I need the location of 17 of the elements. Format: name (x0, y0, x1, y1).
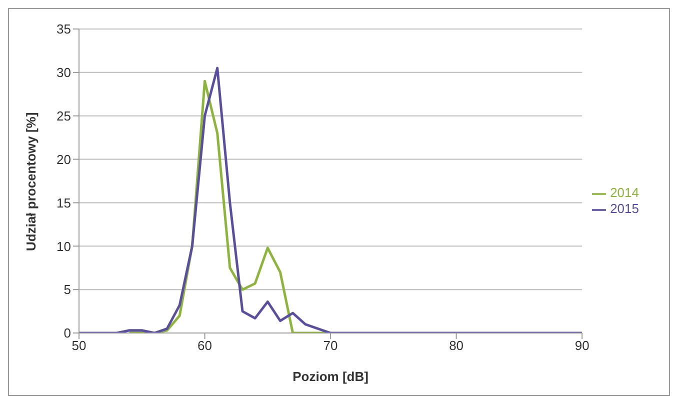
y-tick-label: 5 (64, 282, 71, 298)
x-tick-label: 70 (323, 338, 338, 354)
x-tick-label: 90 (574, 338, 590, 354)
y-axis-title: Udział procentowy [%] (24, 112, 39, 251)
y-tick-label: 30 (56, 65, 71, 80)
legend-label: 2014 (610, 185, 639, 200)
y-tick-label: 20 (56, 152, 71, 167)
y-tick-label: 25 (56, 108, 71, 124)
y-tick-label: 35 (56, 22, 71, 37)
x-axis-title: Poziom [dB] (292, 369, 368, 384)
x-tick-label: 80 (449, 338, 464, 354)
y-tick-label: 15 (56, 195, 71, 210)
x-tick-label: 60 (198, 338, 212, 354)
x-tick-label: 50 (72, 338, 86, 354)
y-tick-label: 0 (64, 326, 71, 341)
y-tick-label: 10 (56, 238, 71, 254)
legend-label: 2015 (610, 201, 639, 216)
